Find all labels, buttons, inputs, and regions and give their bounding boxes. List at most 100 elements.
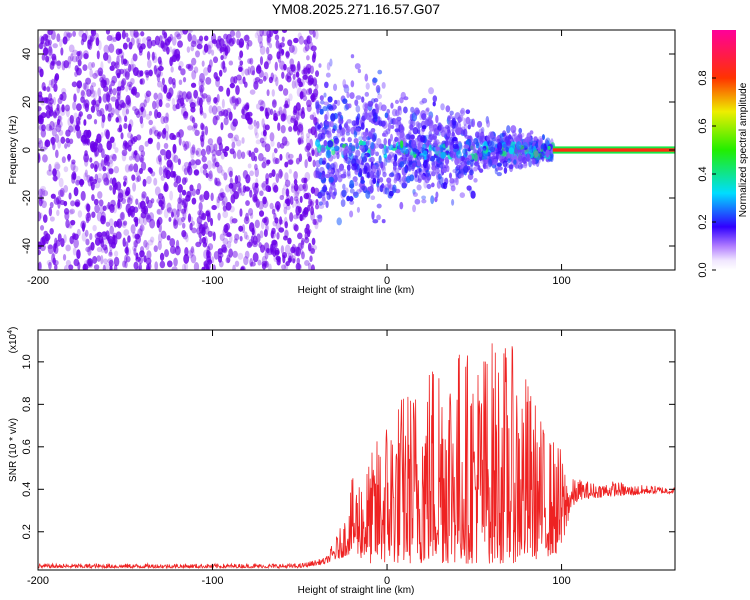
spectrogram-dot [157,240,162,251]
spectrogram-dot [199,166,204,174]
spectrogram-dot [295,262,301,270]
spectrogram-dot [488,158,493,168]
spectrogram-dot [102,205,107,212]
spectrogram-dot [432,133,437,140]
spectrogram-dot [342,98,348,105]
spectrogram-dot [287,153,294,159]
spectrogram-dot [265,172,270,182]
spectrogram-dot [266,34,272,44]
spectrogram-dot [181,177,187,185]
spectrogram-dot [189,101,196,109]
spectrogram-dot [85,212,92,222]
spectrogram-dot [150,126,156,135]
spectrogram-dot [144,140,149,147]
spectrogram-dot [326,162,330,170]
spectrogram-dot [135,170,141,177]
spectrogram-dot [305,228,312,235]
spectrogram-dot [411,139,417,149]
spectrogram-dot [73,258,80,267]
spectrogram-dot [72,101,77,111]
spectrogram-dot [216,105,222,113]
spectrogram-dot [48,43,53,54]
spectrogram-dot [169,46,173,53]
spectrogram-dot [189,248,195,257]
spectrogram-dot [218,142,223,152]
spectrogram-dot [249,89,256,95]
spectrogram-dot [444,156,450,166]
spectrogram-dot [42,214,48,223]
spectrogram-dot [256,64,261,72]
spectrogram-dot [336,99,341,106]
spectrogram-dot [38,152,41,161]
spectrogram-dot [88,244,93,251]
spectrogram-dot [113,250,119,257]
spectrogram-dot [319,95,324,101]
spectrogram-dot [190,254,197,264]
spectrogram-dot [175,239,180,250]
spectrogram-dot [278,168,283,179]
spectrogram-dot [253,80,259,90]
spectrogram-dot [200,148,206,157]
spectrogram-dot [133,261,139,270]
spectrogram-dot [153,65,157,75]
spectrogram-dot [177,94,182,101]
spectrogram-dot [165,149,172,160]
spectrogram-dot [54,163,61,170]
spectrogram-dot [476,120,483,128]
spectrogram-dot [89,68,94,78]
spectrogram-dot [347,137,352,143]
spectrogram-dot [463,144,470,149]
spectrogram-dot [508,147,515,155]
spectrogram-dot [527,136,533,143]
spectrogram-dot [211,49,215,56]
spectrogram-dot [274,30,279,37]
spectrogram-dot [196,43,203,50]
spectrogram-dot [115,181,122,191]
spectrogram-dot [367,165,372,172]
spectrogram-dot [340,173,347,179]
spectrogram-dot [231,95,236,104]
spectrogram-dot [150,198,155,204]
spectrogram-dot [212,231,216,242]
spectrogram-dot [121,197,127,204]
spectrogram-dot [482,145,487,151]
spectrogram-dot [229,170,233,178]
spectrogram-dot [296,257,301,265]
spectrogram-dot [243,231,248,240]
spectrogram-dot [134,153,141,163]
spectrogram-dot [349,188,355,194]
spectrogram-dot [128,155,133,161]
spectrogram-dot [183,202,187,212]
spectrogram-dot [414,198,421,205]
spectrogram-dot [189,216,194,222]
spectrogram-dot [312,111,317,122]
spectrogram-dot [73,93,77,103]
spectrogram-dot [136,175,142,182]
spectrogram-dot [91,211,96,219]
spectrogram-dot [100,255,104,265]
spectrogram-dot [431,170,436,177]
spectrogram-dot [181,229,187,238]
spectrogram-dot [161,129,167,139]
spectrogram-dot [135,198,139,205]
spectrogram-dot [449,177,455,184]
spectrogram-dot [247,163,252,169]
spectrogram-dot [133,163,139,173]
spectrogram-dot [293,179,298,185]
spectrogram-dot [127,123,132,133]
spectrogram-dot [368,157,373,163]
spectrogram-dot [136,38,140,49]
spectrogram-dot [157,154,162,163]
spectrogram-dot [207,230,213,238]
spectrogram-dot [477,164,481,171]
spectrogram-dot [180,199,185,206]
spectrogram-dot [407,132,412,141]
spectrogram-dot [190,246,195,254]
spectrogram-dot [47,30,53,36]
spectrogram-dot [199,105,203,115]
spectrogram-dot [181,216,185,223]
spectrogram-dot [202,163,208,170]
spectrogram-dot [112,234,116,245]
spectrogram-dot [43,42,47,48]
spectrogram-dot [435,163,441,170]
